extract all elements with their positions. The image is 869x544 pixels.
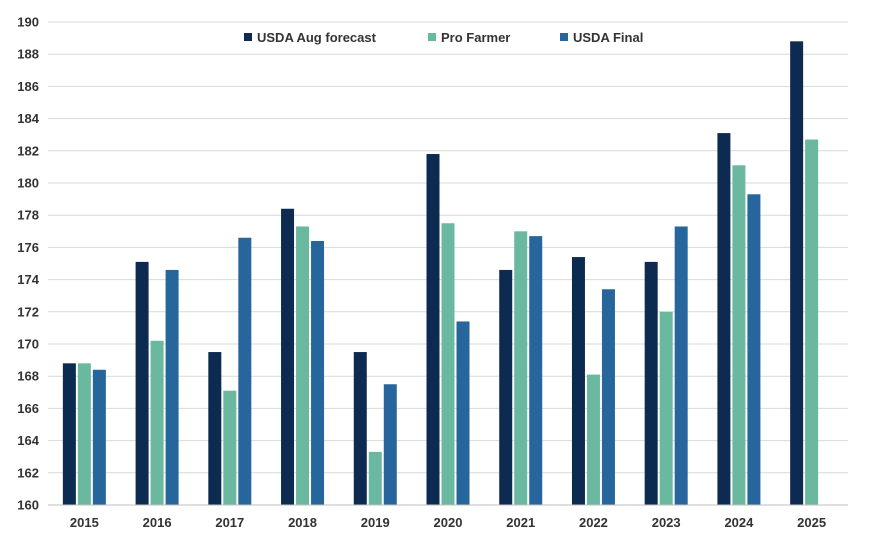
bar-pro-farmer-2019 — [368, 451, 382, 505]
bar-usda-final-2023 — [674, 226, 688, 505]
y-tick-label: 184 — [17, 111, 39, 126]
bar-usda-aug-forecast-2025 — [790, 41, 804, 505]
legend-swatch-usda-aug-forecast — [244, 33, 252, 41]
x-tick-label: 2018 — [288, 515, 317, 530]
bars — [62, 41, 819, 506]
y-tick-label: 172 — [17, 304, 39, 319]
bar-pro-farmer-2025 — [805, 139, 819, 505]
x-tick-label: 2017 — [215, 515, 244, 530]
y-tick-label: 170 — [17, 337, 39, 352]
bar-usda-final-2022 — [601, 289, 615, 505]
bar-usda-aug-forecast-2022 — [571, 257, 585, 505]
legend-label: Pro Farmer — [441, 30, 510, 45]
y-tick-label: 160 — [17, 498, 39, 513]
bar-pro-farmer-2016 — [150, 340, 164, 505]
bar-usda-aug-forecast-2016 — [135, 261, 149, 505]
bar-usda-final-2024 — [747, 194, 761, 505]
bar-pro-farmer-2020 — [441, 223, 455, 505]
y-tick-label: 176 — [17, 240, 39, 255]
legend-label: USDA Final — [573, 30, 643, 45]
x-tick-label: 2022 — [579, 515, 608, 530]
bar-usda-final-2015 — [92, 369, 106, 505]
y-tick-label: 162 — [17, 465, 39, 480]
y-tick-label: 174 — [17, 272, 39, 287]
y-tick-label: 182 — [17, 143, 39, 158]
x-tick-label: 2023 — [652, 515, 681, 530]
y-tick-label: 164 — [17, 433, 39, 448]
bar-usda-aug-forecast-2020 — [426, 154, 440, 505]
y-tick-label: 188 — [17, 47, 39, 62]
bar-usda-aug-forecast-2018 — [281, 208, 295, 505]
bar-pro-farmer-2021 — [514, 231, 528, 506]
bar-usda-final-2016 — [165, 269, 179, 505]
bar-usda-final-2021 — [529, 236, 543, 505]
bar-usda-aug-forecast-2019 — [353, 352, 367, 505]
bar-usda-aug-forecast-2023 — [644, 261, 658, 505]
legend-swatch-usda-final — [560, 33, 568, 41]
bar-usda-final-2020 — [456, 321, 470, 505]
bar-usda-aug-forecast-2021 — [499, 269, 513, 505]
bar-usda-aug-forecast-2024 — [717, 133, 731, 505]
x-tick-label: 2016 — [143, 515, 172, 530]
x-tick-label: 2015 — [70, 515, 99, 530]
x-tick-label: 2019 — [361, 515, 390, 530]
legend: USDA Aug forecast Pro Farmer USDA Final — [244, 30, 643, 45]
bar-usda-aug-forecast-2015 — [62, 363, 76, 505]
legend-label: USDA Aug forecast — [257, 30, 377, 45]
y-tick-label: 178 — [17, 208, 39, 223]
legend-swatch-pro-farmer — [428, 33, 436, 41]
bar-usda-final-2017 — [238, 237, 252, 506]
axes: 160 162 164 166 168 170 172 174 176 178 180 182 184 1… — [17, 15, 848, 530]
x-tick-label: 2025 — [797, 515, 826, 530]
bar-usda-final-2019 — [383, 384, 397, 505]
x-tick-label: 2021 — [506, 515, 535, 530]
y-tick-label: 166 — [17, 401, 39, 416]
y-tick-label: 186 — [17, 79, 39, 94]
x-tick-label: 2024 — [724, 515, 754, 530]
bar-pro-farmer-2024 — [732, 165, 746, 506]
bar-pro-farmer-2022 — [586, 374, 600, 505]
y-tick-label: 180 — [17, 176, 39, 191]
bar-usda-final-2018 — [311, 240, 325, 505]
bar-pro-farmer-2017 — [223, 390, 237, 505]
y-tick-label: 168 — [17, 369, 39, 384]
bar-pro-farmer-2023 — [659, 311, 673, 505]
x-tick-label: 2020 — [434, 515, 463, 530]
bar-pro-farmer-2018 — [296, 226, 310, 505]
bar-pro-farmer-2015 — [77, 363, 91, 505]
y-tick-label: 190 — [17, 15, 39, 30]
bar-usda-aug-forecast-2017 — [208, 352, 222, 505]
